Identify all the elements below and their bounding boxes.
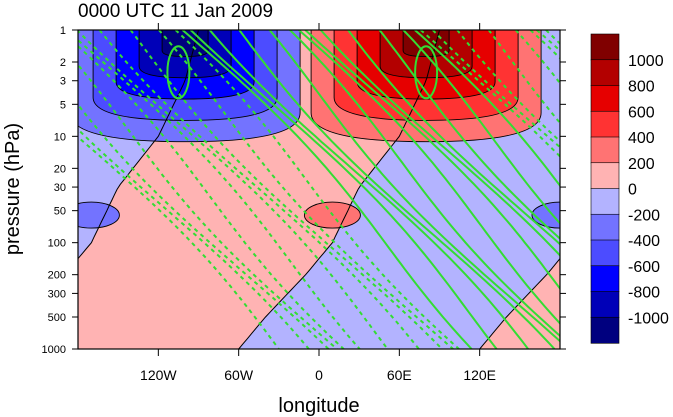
colorbar-label: -800	[628, 285, 660, 302]
green-contour-positive	[289, 30, 560, 338]
x-tick-label: 0	[315, 367, 323, 383]
green-contour-loop	[166, 45, 191, 100]
colorbar-swatch	[590, 291, 620, 318]
x-tick-label: 60E	[387, 367, 412, 383]
y-tick-label: 200	[48, 270, 66, 282]
colorbar-label: -600	[628, 259, 660, 276]
green-contour-positive	[181, 30, 473, 349]
green-contour-negative	[420, 30, 560, 158]
y-tick-label: 20	[54, 163, 66, 175]
zero-contour-lines	[78, 30, 560, 349]
colorbar-swatch	[590, 59, 620, 87]
green-contour-loop	[414, 45, 439, 100]
colorbar-label: -1000	[628, 310, 669, 327]
y-tick-label: 30	[54, 182, 66, 194]
green-contour-positive	[268, 30, 560, 343]
x-tick-label: 120E	[463, 367, 496, 383]
plot-area	[78, 30, 560, 349]
y-axis-label: pressure (hPa)	[2, 123, 24, 255]
green-contour-negative	[129, 30, 443, 349]
green-contour-positive	[378, 30, 560, 241]
y-tick-label: 500	[48, 312, 66, 324]
green-contour-positive	[304, 30, 560, 291]
colorbar-label: 1000	[628, 53, 664, 70]
green-contour-positive	[189, 30, 498, 349]
y-axis-ticks: 1 2 3 5 10 20 30 50 100 200 300 500 1000	[42, 25, 566, 356]
y-tick-label: 3	[60, 76, 66, 88]
colorbar-swatch	[590, 33, 620, 61]
green-contour-positive	[414, 30, 560, 188]
zero-contour-line	[78, 30, 199, 260]
x-tick-label: 120W	[140, 367, 177, 383]
colorbar-label: 0	[628, 182, 637, 199]
colorbar: -1000 -800 -600 -400 -200 0 200 400 600 800 1000	[590, 33, 669, 344]
colorbar-swatch	[590, 136, 620, 164]
green-contour-negative	[487, 30, 560, 125]
colorbar-swatch	[590, 265, 620, 293]
x-axis-label: longitude	[278, 395, 359, 417]
zero-contour-line	[479, 257, 560, 349]
chart-title: 0000 UTC 11 Jan 2009	[78, 1, 273, 22]
y-tick-label: 10	[54, 131, 66, 143]
y-tick-label: 5	[60, 99, 66, 111]
green-contour-positive	[347, 30, 560, 246]
green-contour-negative	[78, 128, 310, 349]
green-contour-negative	[158, 30, 454, 349]
colorbar-label: 400	[628, 130, 655, 147]
green-contour-negative	[78, 63, 338, 349]
y-tick-label: 1000	[42, 344, 66, 356]
x-tick-label: 60W	[224, 367, 254, 383]
colorbar-label: -400	[628, 233, 660, 250]
green-contour-negative	[78, 135, 280, 349]
green-contour-positive	[208, 30, 529, 349]
green-contour-negative	[78, 38, 361, 349]
colorbar-swatch	[590, 316, 620, 344]
colorbar-swatch	[590, 213, 620, 241]
green-contour-positive	[238, 30, 556, 349]
shaded-mid-maximum	[78, 201, 120, 229]
colorbar-label: 200	[628, 156, 655, 173]
shaded-maxima	[78, 30, 560, 229]
y-tick-label: 50	[54, 206, 66, 218]
colorbar-swatch	[590, 85, 620, 112]
green-contour-negative	[98, 30, 420, 349]
y-tick-label: 100	[48, 238, 66, 250]
green-contour-negative	[174, 30, 460, 349]
colorbar-swatch	[590, 188, 620, 215]
green-contour-lines	[78, 30, 560, 349]
colorbar-label: -200	[628, 207, 660, 224]
colorbar-swatch	[590, 110, 620, 138]
zero-contour-line	[238, 30, 440, 349]
colorbar-swatch	[590, 239, 620, 267]
y-tick-label: 300	[48, 288, 66, 300]
colorbar-label: 600	[628, 104, 655, 121]
y-tick-label: 2	[60, 57, 66, 69]
colorbar-label: 800	[628, 79, 655, 96]
green-contour-positive	[402, 30, 560, 225]
colorbar-swatch	[590, 162, 620, 190]
green-contour-positive	[319, 30, 560, 257]
shaded-mid-maximum	[531, 201, 560, 229]
green-contour-negative	[78, 44, 345, 349]
x-axis-ticks: 120W 60W 0 60E 120E	[140, 23, 496, 383]
green-contour-positive	[298, 30, 560, 325]
y-tick-label: 1	[60, 25, 66, 37]
